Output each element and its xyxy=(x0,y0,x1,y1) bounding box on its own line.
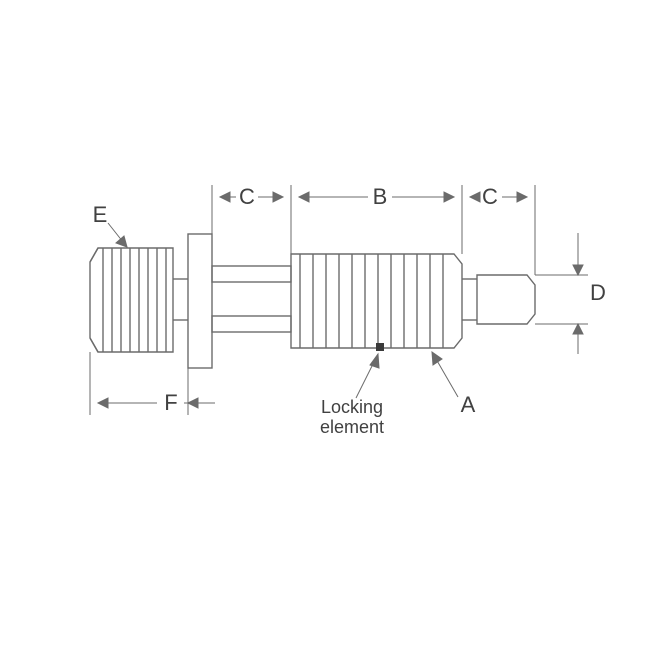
label-F: F xyxy=(164,390,177,416)
knob-E xyxy=(90,248,173,352)
neck xyxy=(462,279,477,320)
nose xyxy=(477,275,535,324)
label-locking: Locking element xyxy=(320,398,384,438)
label-A: A xyxy=(461,392,476,418)
technical-drawing-svg xyxy=(0,0,670,670)
label-C-left: C xyxy=(239,184,255,210)
locking-element-mark xyxy=(376,343,384,351)
shaft-precollar xyxy=(173,279,188,320)
label-B: B xyxy=(373,184,388,210)
label-C-right: C xyxy=(482,184,498,210)
collar xyxy=(188,234,212,368)
label-E: E xyxy=(93,202,108,228)
body-B xyxy=(291,254,462,348)
label-D: D xyxy=(590,280,606,306)
shaft-segment-C xyxy=(212,266,291,332)
diagram-canvas: C B C D E F A Locking element xyxy=(0,0,670,670)
